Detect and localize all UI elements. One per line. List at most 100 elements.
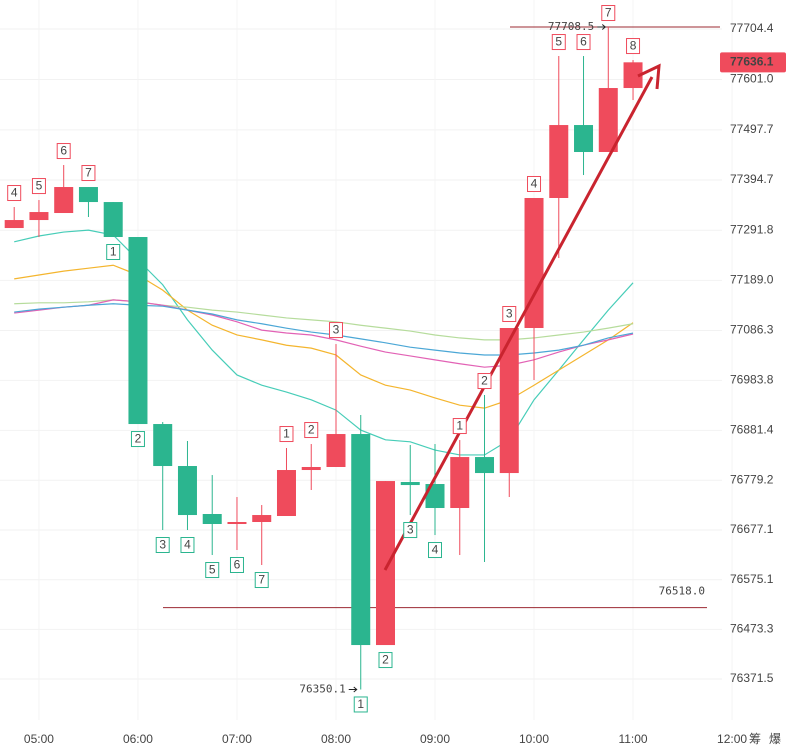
candle-body: [351, 434, 371, 646]
sequence-box: [477, 373, 492, 390]
sequence-label: 8: [630, 39, 637, 53]
sequence-box: [353, 696, 368, 713]
x-tick-label: 12:00: [717, 732, 747, 746]
moving-average: [14, 264, 634, 409]
sequence-label: 7: [258, 573, 265, 587]
sequence-label: 2: [382, 653, 389, 667]
candle-body: [450, 457, 470, 509]
moving-average: [14, 299, 634, 368]
candle-body: [301, 466, 321, 471]
sequence-label: 4: [531, 177, 538, 191]
sequence-box: [31, 178, 46, 195]
sequence-box: [106, 244, 121, 261]
candle-body: [128, 237, 148, 425]
sequence-box: [130, 431, 145, 448]
sequence-label: 5: [36, 179, 43, 193]
sequence-box: [229, 556, 244, 573]
moving-average: [14, 229, 634, 456]
sequence-label: 2: [308, 423, 315, 437]
candle-body: [54, 187, 74, 214]
candle-body: [78, 187, 98, 203]
sequence-box: [502, 306, 517, 323]
arrow-head: [637, 63, 661, 90]
sequence-box: [205, 562, 220, 579]
candle-body: [598, 88, 618, 153]
y-tick-label: 76881.4: [730, 423, 774, 437]
axes: 77704.4 77601.0 77497.7 77394.7 77291.8 77189…: [24, 21, 786, 746]
y-tick-label: 77086.3: [730, 323, 774, 337]
sequence-box: [304, 422, 319, 439]
sequence-label: 3: [159, 538, 166, 552]
high-pointer: [597, 24, 607, 30]
y-tick-label: 77497.7: [730, 122, 774, 136]
sequence-box: [378, 652, 393, 669]
sequence-box: [452, 418, 467, 435]
x-tick-label: 05:00: [24, 732, 54, 746]
sequence-label: 5: [555, 35, 562, 49]
candle-body: [276, 470, 296, 517]
x-tick-label: 10:00: [519, 732, 549, 746]
candle-body: [475, 457, 495, 474]
moving-averages: [14, 229, 634, 456]
sequence-box: [155, 537, 170, 554]
sequence-label: 4: [184, 538, 191, 552]
sequence-label: 3: [333, 323, 340, 337]
sequence-label: 7: [85, 166, 92, 180]
trend-arrow: [383, 63, 661, 571]
sequence-box: [56, 143, 71, 160]
sequence-label: 2: [135, 432, 142, 446]
sequence-label: 6: [580, 35, 587, 49]
y-tick-label: 76473.3: [730, 622, 774, 636]
y-tick-label: 77704.4: [730, 21, 774, 35]
levels: 76518.0 77708.5 76350.1: [163, 20, 720, 695]
x-tick-label: 08:00: [321, 732, 351, 746]
sequence-box: [180, 537, 195, 554]
x-tick-label: 11:00: [618, 732, 647, 746]
sequence-label: 1: [283, 427, 290, 441]
moving-average: [14, 303, 634, 356]
candle-body: [375, 481, 395, 646]
price-tag: [720, 52, 786, 73]
sequence-label: 1: [357, 697, 364, 711]
y-tick-label: 77291.8: [730, 222, 774, 236]
sequence-box: [527, 175, 542, 192]
low-label: 76350.1: [299, 682, 345, 695]
sequence-label: 6: [234, 558, 241, 572]
sequence-box: [279, 426, 294, 443]
sequence-box: [551, 34, 566, 51]
y-tick-label: 76371.5: [730, 671, 774, 685]
high-label: 77708.5: [548, 20, 594, 33]
candle-body: [153, 424, 173, 467]
toolbar-button[interactable]: 筹: [749, 732, 761, 746]
candles: [4, 27, 643, 690]
candle-body: [499, 328, 519, 474]
y-tick-label: 77189.0: [730, 273, 774, 287]
candle-body: [103, 202, 123, 238]
sequence-label: 3: [407, 523, 414, 537]
sequence-box: [328, 322, 343, 339]
candle-body: [549, 125, 569, 198]
sequence-box: [81, 165, 96, 182]
y-tick-label: 77601.0: [730, 72, 774, 86]
annotations: 4 5 6 7 1 2 3 4 5 6 7 1 2 3 1 2 3 4 1 2 3 4 5 6 7 8: [7, 5, 641, 713]
y-tick-label: 76677.1: [730, 522, 774, 536]
sequence-box: [428, 542, 443, 559]
sequence-box: [403, 522, 418, 539]
candle-body: [425, 484, 445, 509]
candle-body: [524, 197, 544, 329]
candle-body: [623, 62, 643, 89]
sequence-box: [254, 572, 269, 589]
toolbar-button[interactable]: 爆: [769, 732, 781, 746]
sequence-label: 3: [506, 307, 513, 321]
sequence-box: [576, 34, 591, 51]
sequence-label: 4: [11, 186, 18, 200]
x-tick-label: 09:00: [420, 732, 450, 746]
x-tick-label: 06:00: [123, 732, 153, 746]
candle-body: [252, 515, 272, 523]
y-tick-label: 76575.1: [730, 572, 774, 586]
level-label: 76518.0: [659, 585, 705, 598]
sequence-box: [7, 185, 22, 202]
sequence-label: 5: [209, 563, 216, 577]
